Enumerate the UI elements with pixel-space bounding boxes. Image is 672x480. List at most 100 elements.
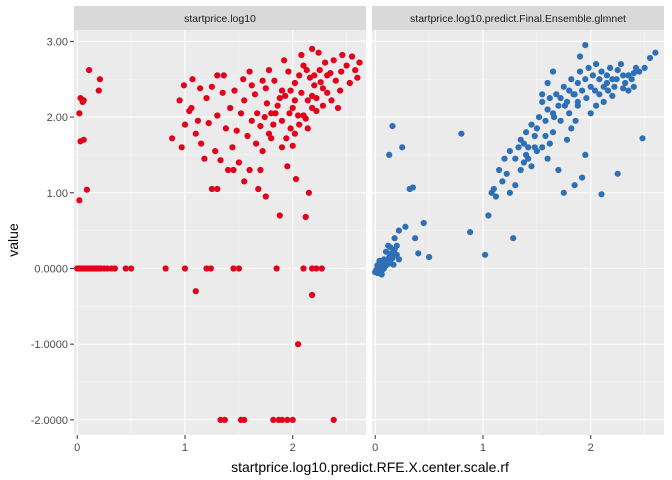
data-point	[585, 64, 592, 71]
data-point	[128, 265, 135, 272]
data-point	[611, 83, 618, 90]
data-point	[582, 76, 589, 83]
data-point	[482, 251, 489, 258]
data-point	[319, 102, 326, 109]
data-point	[80, 97, 87, 104]
data-point	[576, 53, 584, 60]
data-point	[596, 76, 603, 83]
data-point	[76, 197, 83, 204]
point-series	[74, 45, 363, 423]
data-point	[230, 265, 237, 272]
data-point	[273, 265, 280, 272]
data-point	[499, 178, 506, 185]
data-point	[178, 144, 185, 151]
x-axis-title: startprice.log10.predict.RFE.X.center.sc…	[231, 459, 509, 475]
data-point	[330, 416, 337, 423]
y-tick-label: 3.00	[47, 36, 68, 48]
data-point	[291, 97, 298, 104]
data-point	[291, 79, 298, 87]
data-point	[241, 178, 248, 185]
data-point	[254, 110, 261, 117]
data-point	[241, 97, 248, 104]
data-point	[255, 185, 262, 193]
data-point	[622, 79, 629, 87]
data-point	[607, 64, 614, 71]
data-point	[570, 91, 577, 98]
data-point	[287, 87, 294, 94]
data-point	[596, 91, 603, 98]
data-point	[295, 112, 302, 119]
panel-background	[372, 30, 664, 435]
data-point	[309, 92, 316, 99]
data-point	[278, 416, 286, 423]
data-point	[309, 291, 316, 299]
data-point	[270, 121, 277, 128]
data-point	[235, 265, 242, 272]
data-point	[352, 67, 359, 74]
facet-strip-label: startprice.log10.predict.Final.Ensemble.…	[410, 13, 626, 25]
data-point	[614, 170, 621, 177]
data-point	[192, 130, 199, 137]
data-point	[603, 72, 611, 79]
data-point	[337, 87, 344, 94]
data-point	[212, 148, 219, 155]
data-point	[496, 166, 503, 174]
data-point	[289, 142, 296, 149]
data-point	[583, 95, 590, 102]
data-point	[557, 117, 564, 124]
data-point	[265, 130, 273, 137]
data-point	[262, 85, 269, 92]
data-point	[535, 114, 543, 121]
data-point	[198, 140, 205, 147]
data-point	[230, 166, 237, 174]
x-tick-label: 1	[480, 442, 486, 454]
data-point	[560, 189, 567, 196]
x-tick-label: 2	[290, 442, 296, 454]
data-point	[525, 144, 532, 151]
data-point	[95, 87, 102, 94]
data-point	[512, 182, 519, 189]
data-point	[180, 82, 187, 89]
data-point	[620, 85, 627, 92]
x-tick-label: 0	[74, 442, 80, 454]
data-point	[632, 64, 640, 71]
data-point	[214, 72, 221, 79]
data-point	[296, 121, 303, 128]
data-point	[265, 67, 273, 74]
data-point	[603, 79, 611, 87]
data-point	[589, 72, 597, 79]
data-point	[248, 117, 255, 124]
data-point	[539, 91, 546, 98]
data-point	[274, 102, 281, 109]
data-point	[259, 77, 266, 84]
data-point	[555, 102, 562, 109]
data-point	[253, 140, 260, 147]
data-point	[227, 104, 234, 112]
data-point	[285, 68, 292, 75]
data-point	[501, 155, 508, 162]
y-tick-label: 1.00	[47, 188, 68, 200]
data-point	[272, 110, 279, 117]
data-point	[609, 76, 616, 83]
data-point	[217, 157, 224, 164]
data-point	[276, 95, 283, 102]
data-point	[300, 112, 307, 119]
data-point	[319, 85, 326, 92]
data-point	[382, 248, 390, 255]
data-point	[169, 135, 176, 142]
data-point	[268, 135, 275, 142]
facet-strip	[372, 6, 664, 30]
data-point	[587, 110, 594, 117]
data-point	[549, 68, 557, 75]
data-point	[458, 130, 465, 137]
data-point	[506, 148, 513, 155]
data-point	[560, 83, 567, 90]
data-point	[284, 416, 291, 423]
data-point	[309, 265, 316, 272]
data-point	[304, 97, 311, 104]
data-point	[579, 174, 586, 181]
data-point	[221, 416, 228, 423]
data-point	[576, 68, 584, 75]
data-point	[582, 151, 589, 158]
x-tick-label: 1	[182, 442, 188, 454]
